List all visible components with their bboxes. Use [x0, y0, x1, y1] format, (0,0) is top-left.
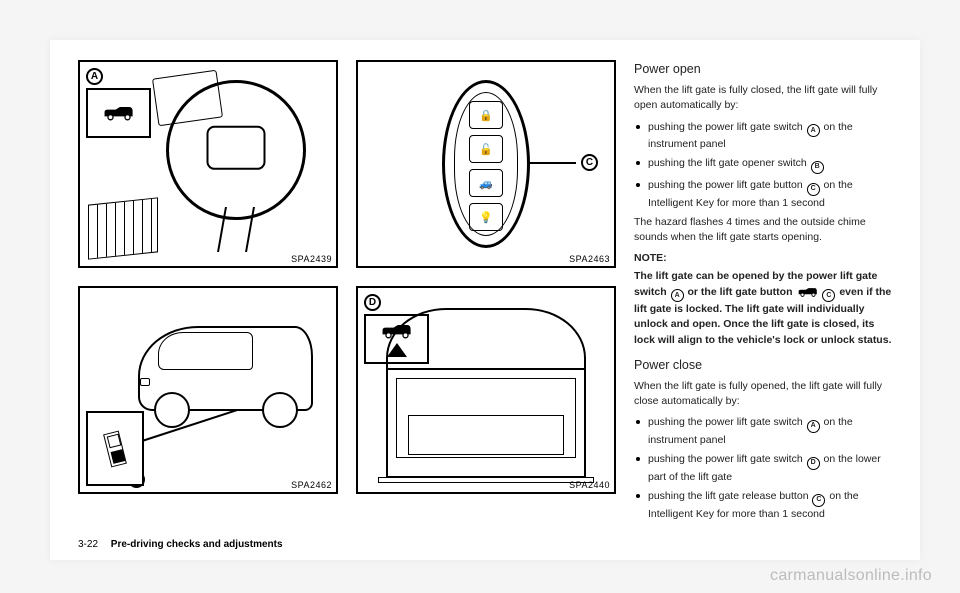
liftgate-opener-switch: [103, 430, 127, 467]
po-bullet-2: pushing the lift gate opener switch B: [634, 156, 892, 174]
figure-b-label: SPA2462: [291, 480, 332, 490]
figure-column-left: A SPA2439: [78, 60, 338, 510]
power-open-intro: When the lift gate is fully closed, the …: [634, 83, 892, 113]
figure-c-keyfob: 🔒 🔓 🚙 💡 C SPA2463: [356, 60, 616, 268]
callout-a: A: [86, 68, 103, 85]
watermark: carmanualsonline.info: [770, 567, 932, 585]
page-number: 3-22: [78, 539, 98, 550]
po-b1-text-a: pushing the power lift gate switch: [648, 121, 806, 133]
steering-wheel: [166, 80, 306, 220]
pc-b2-text-a: pushing the power lift gate switch: [648, 453, 806, 465]
suv-icon: [102, 104, 136, 122]
pc-b3-text-a: pushing the lift gate release button: [648, 490, 811, 502]
manual-page: A SPA2439: [50, 40, 920, 560]
figure-a-inset: [86, 88, 151, 138]
figure-d-label: SPA2440: [569, 480, 610, 490]
power-close-intro: When the lift gate is fully opened, the …: [634, 379, 892, 409]
suv-icon: [797, 286, 819, 298]
page-footer: 3-22 Pre-driving checks and adjustments: [78, 539, 283, 550]
hazard-text: The hazard flashes 4 times and the outsi…: [634, 215, 892, 245]
figure-c-label: SPA2463: [569, 254, 610, 264]
inline-callout-a2: A: [671, 289, 684, 302]
pc-bullet-1: pushing the power lift gate switch A on …: [634, 415, 892, 448]
figure-a-label: SPA2439: [291, 254, 332, 264]
power-open-heading: Power open: [634, 60, 892, 78]
text-column: Power open When the lift gate is fully c…: [634, 60, 892, 510]
note-text-b: or the lift gate button: [685, 286, 796, 298]
po-b2-text: pushing the lift gate opener switch: [648, 157, 810, 169]
inline-callout-a: A: [807, 124, 820, 137]
callout-d: D: [364, 294, 381, 311]
po-b3-text-a: pushing the power lift gate button: [648, 179, 806, 191]
inline-callout-d: D: [807, 457, 820, 470]
po-bullet-1: pushing the power lift gate switch A on …: [634, 120, 892, 153]
figure-b-inset: [86, 411, 144, 486]
note-label: NOTE:: [634, 251, 892, 266]
inline-callout-c2: C: [822, 289, 835, 302]
power-close-heading: Power close: [634, 356, 892, 374]
pc-bullet-3: pushing the lift gate release button C o…: [634, 489, 892, 522]
note-body: The lift gate can be opened by the power…: [634, 269, 892, 347]
liftgate-raised: [386, 308, 586, 370]
inline-callout-a3: A: [807, 420, 820, 433]
rear-bumper: [378, 477, 594, 483]
steering-column: [217, 207, 255, 252]
pc-bullet-2: pushing the power lift gate switch D on …: [634, 452, 892, 485]
switch-panel: [88, 197, 158, 259]
po-bullet-3: pushing the power lift gate button C on …: [634, 178, 892, 211]
fob-light-button: 💡: [469, 203, 503, 231]
figure-a-dashboard: A SPA2439: [78, 60, 338, 268]
figure-column-mid: 🔒 🔓 🚙 💡 C SPA2463 D: [356, 60, 616, 510]
column-layout: A SPA2439: [78, 60, 892, 510]
fob-unlock-button: 🔓: [469, 135, 503, 163]
fob-lock-button: 🔒: [469, 101, 503, 129]
figure-d-liftgate-open: D SPA2440: [356, 286, 616, 494]
inline-callout-b: B: [811, 161, 824, 174]
figure-b-suv-rear: B SPA2462: [78, 286, 338, 494]
leader-line-c: [528, 162, 576, 164]
fob-liftgate-button: 🚙: [469, 169, 503, 197]
inline-callout-c: C: [807, 183, 820, 196]
key-fob: 🔒 🔓 🚙 💡: [442, 80, 530, 248]
cargo-opening: [386, 368, 586, 478]
section-title: Pre-driving checks and adjustments: [111, 539, 283, 550]
inline-callout-c3: C: [812, 494, 825, 507]
pc-b1-text-a: pushing the power lift gate switch: [648, 416, 806, 428]
callout-c: C: [581, 154, 598, 171]
